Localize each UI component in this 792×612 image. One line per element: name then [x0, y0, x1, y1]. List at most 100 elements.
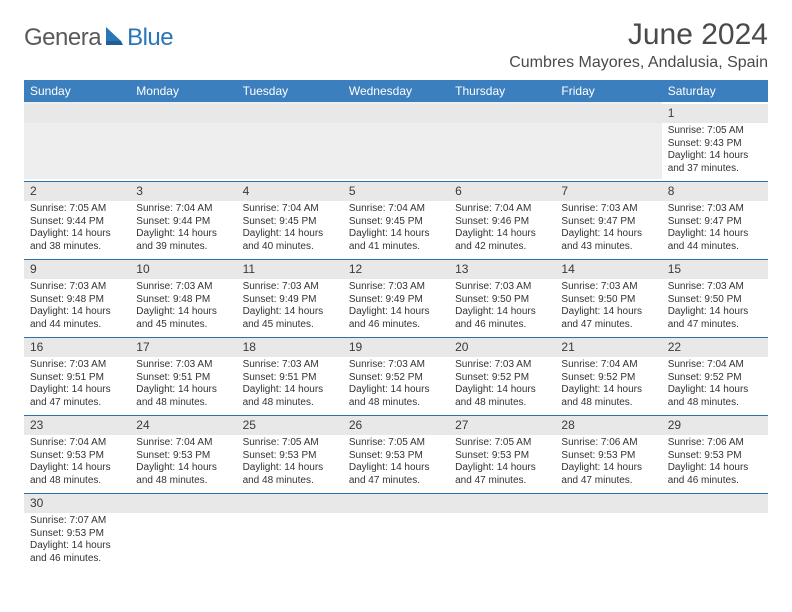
daylight-text: and 42 minutes.: [455, 241, 549, 254]
weekday-header-row: Sunday Monday Tuesday Wednesday Thursday…: [24, 80, 768, 102]
day-number: 23: [24, 415, 130, 435]
sunrise-text: Sunrise: 7:03 AM: [455, 359, 549, 372]
sunrise-text: Sunrise: 7:03 AM: [243, 359, 337, 372]
daylight-text: Daylight: 14 hours: [455, 228, 549, 241]
day-number: 25: [237, 415, 343, 435]
daylight-text: and 47 minutes.: [30, 397, 124, 410]
daylight-text: Daylight: 14 hours: [561, 462, 655, 475]
day-number: 14: [555, 259, 661, 279]
daylight-text: and 47 minutes.: [668, 319, 762, 332]
calendar-cell: 9Sunrise: 7:03 AMSunset: 9:48 PMDaylight…: [24, 257, 130, 335]
calendar-cell: 24Sunrise: 7:04 AMSunset: 9:53 PMDayligh…: [130, 413, 236, 491]
day-number: [449, 493, 555, 513]
calendar-cell: [24, 102, 130, 179]
day-number: 16: [24, 337, 130, 357]
sunset-text: Sunset: 9:52 PM: [561, 372, 655, 385]
calendar-cell: [237, 102, 343, 179]
weekday-header: Sunday: [24, 80, 130, 102]
sunrise-text: Sunrise: 7:05 AM: [668, 125, 762, 138]
calendar-cell: 15 Sunrise: 7:03 AMSunset: 9:50 PMDayligh…: [662, 257, 768, 335]
weekday-header: Monday: [130, 80, 236, 102]
day-number: [555, 493, 661, 513]
sunset-text: Sunset: 9:44 PM: [136, 216, 230, 229]
sunset-text: Sunset: 9:45 PM: [349, 216, 443, 229]
day-number: 27: [449, 415, 555, 435]
day-number: 15: [662, 259, 768, 279]
weekday-header: Tuesday: [237, 80, 343, 102]
daylight-text: Daylight: 14 hours: [243, 462, 337, 475]
daylight-text: Daylight: 14 hours: [30, 228, 124, 241]
daylight-text: Daylight: 14 hours: [349, 228, 443, 241]
calendar-cell: 17Sunrise: 7:03 AMSunset: 9:51 PMDayligh…: [130, 335, 236, 413]
sunset-text: Sunset: 9:50 PM: [668, 294, 762, 307]
sunset-text: Sunset: 9:53 PM: [455, 450, 549, 463]
day-number: 30: [24, 493, 130, 513]
day-number: [24, 104, 130, 123]
calendar-cell: 27Sunrise: 7:05 AMSunset: 9:53 PMDayligh…: [449, 413, 555, 491]
calendar-cell: 25Sunrise: 7:05 AMSunset: 9:53 PMDayligh…: [237, 413, 343, 491]
calendar-cell: 13Sunrise: 7:03 AMSunset: 9:50 PMDayligh…: [449, 257, 555, 335]
daylight-text: Daylight: 14 hours: [243, 306, 337, 319]
sunset-text: Sunset: 9:52 PM: [349, 372, 443, 385]
weekday-header: Wednesday: [343, 80, 449, 102]
daylight-text: and 47 minutes.: [561, 475, 655, 488]
sunset-text: Sunset: 9:52 PM: [455, 372, 549, 385]
daylight-text: Daylight: 14 hours: [30, 306, 124, 319]
sunrise-text: Sunrise: 7:04 AM: [455, 203, 549, 216]
day-number: 7: [555, 181, 661, 201]
day-number: 18: [237, 337, 343, 357]
calendar-cell: [449, 102, 555, 179]
sunrise-text: Sunrise: 7:06 AM: [561, 437, 655, 450]
daylight-text: and 46 minutes.: [30, 553, 124, 566]
calendar-row: 9Sunrise: 7:03 AMSunset: 9:48 PMDaylight…: [24, 257, 768, 335]
sunset-text: Sunset: 9:53 PM: [30, 450, 124, 463]
daylight-text: and 46 minutes.: [349, 319, 443, 332]
daylight-text: Daylight: 14 hours: [30, 462, 124, 475]
day-number: 8: [662, 181, 768, 201]
sunset-text: Sunset: 9:47 PM: [561, 216, 655, 229]
sunrise-text: Sunrise: 7:06 AM: [668, 437, 762, 450]
sunrise-text: Sunrise: 7:03 AM: [668, 281, 762, 294]
daylight-text: Daylight: 14 hours: [668, 384, 762, 397]
day-number: 26: [343, 415, 449, 435]
day-number: [130, 493, 236, 513]
daylight-text: Daylight: 14 hours: [136, 228, 230, 241]
calendar-cell: [130, 102, 236, 179]
day-number: 17: [130, 337, 236, 357]
daylight-text: Daylight: 14 hours: [349, 306, 443, 319]
daylight-text: Daylight: 14 hours: [455, 462, 549, 475]
day-number: [237, 493, 343, 513]
calendar-cell: [449, 491, 555, 569]
calendar-row: 23Sunrise: 7:04 AMSunset: 9:53 PMDayligh…: [24, 413, 768, 491]
day-number: 28: [555, 415, 661, 435]
daylight-text: Daylight: 14 hours: [455, 384, 549, 397]
weekday-header: Friday: [555, 80, 661, 102]
title-block: June 2024 Cumbres Mayores, Andalusia, Sp…: [509, 18, 768, 72]
day-number: 3: [130, 181, 236, 201]
daylight-text: Daylight: 14 hours: [668, 306, 762, 319]
sunset-text: Sunset: 9:50 PM: [455, 294, 549, 307]
sunrise-text: Sunrise: 7:05 AM: [30, 203, 124, 216]
daylight-text: Daylight: 14 hours: [561, 306, 655, 319]
logo-text-general: Genera: [24, 24, 101, 52]
sunrise-text: Sunrise: 7:04 AM: [136, 203, 230, 216]
daylight-text: and 41 minutes.: [349, 241, 443, 254]
daylight-text: and 48 minutes.: [243, 475, 337, 488]
day-number: 9: [24, 259, 130, 279]
day-number: 11: [237, 259, 343, 279]
daylight-text: Daylight: 14 hours: [136, 306, 230, 319]
sunset-text: Sunset: 9:49 PM: [349, 294, 443, 307]
daylight-text: Daylight: 14 hours: [136, 462, 230, 475]
sunset-text: Sunset: 9:53 PM: [668, 450, 762, 463]
sunrise-text: Sunrise: 7:03 AM: [668, 203, 762, 216]
daylight-text: and 48 minutes.: [349, 397, 443, 410]
daylight-text: and 48 minutes.: [668, 397, 762, 410]
daylight-text: and 46 minutes.: [668, 475, 762, 488]
day-number: 2: [24, 181, 130, 201]
day-number: [343, 493, 449, 513]
day-number: 12: [343, 259, 449, 279]
daylight-text: Daylight: 14 hours: [561, 384, 655, 397]
calendar-row: 1Sunrise: 7:05 AMSunset: 9:43 PMDaylight…: [24, 102, 768, 179]
calendar-cell: 21Sunrise: 7:04 AMSunset: 9:52 PMDayligh…: [555, 335, 661, 413]
sunrise-text: Sunrise: 7:03 AM: [561, 203, 655, 216]
